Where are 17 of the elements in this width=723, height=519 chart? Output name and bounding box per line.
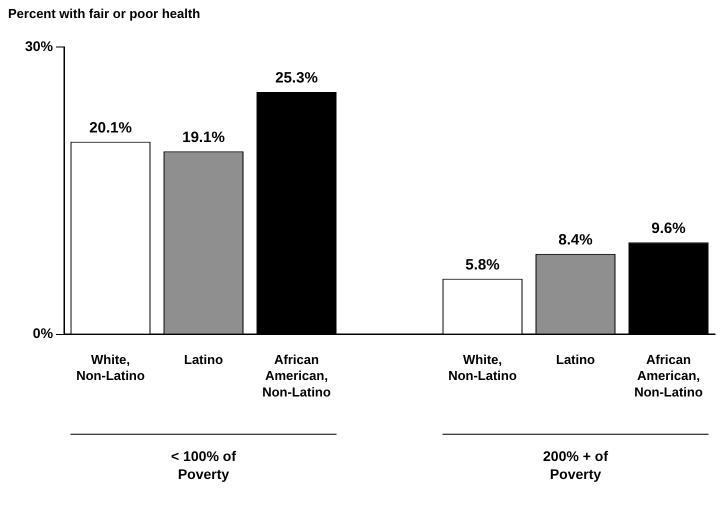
data-label: 9.6% [651,220,686,237]
y-tick-label: 30% [24,38,54,54]
x-tick-label: Latino [184,352,224,367]
data-label: 19.1% [182,129,225,146]
data-label: 25.3% [275,70,318,87]
x-tick-label: African American, Non-Latino [634,352,703,400]
text: 200% + of Poverty [543,448,608,482]
x-tick-label: Latino [556,352,596,367]
x-tick-label: White, Non-Latino [76,352,145,384]
x-tick-label: White, Non-Latino [448,352,517,384]
text: < 100% of Poverty [171,448,236,482]
y-axis-title: Percent with fair or poor health [8,6,200,22]
data-label: 8.4% [558,231,593,248]
data-label: 5.8% [465,256,500,274]
x-tick-label: African American, Non-Latino [262,352,331,400]
y-tick-label: 0% [32,325,54,342]
data-label: 20.1% [89,119,132,136]
